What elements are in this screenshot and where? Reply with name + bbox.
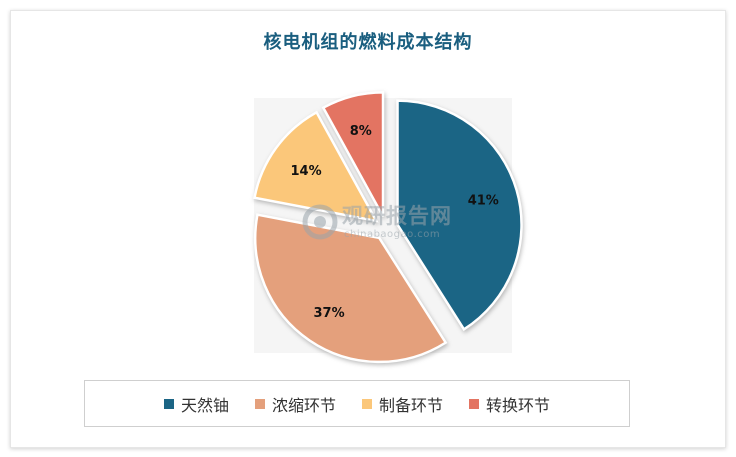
legend-swatch [362,398,372,409]
watermark-logo-icon [302,204,338,240]
pie-slice [321,91,385,217]
legend-item: 转换环节 [469,392,550,416]
legend: 天然铀 浓缩环节 制备环节 转换环节 [84,380,630,427]
chart-title: 核电机组的燃料成本结构 [263,32,473,53]
slice-label: 14% [291,164,322,179]
legend-item: 浓缩环节 [254,392,336,416]
slice-label: 37% [314,306,345,321]
pie-slice [396,99,523,332]
pie-slice [253,110,379,223]
slice-label: 41% [468,194,499,209]
legend-label: 天然铀 [180,395,229,415]
legend-swatch [469,398,480,409]
legend-item: 制备环节 [362,392,443,416]
watermark: 观研报告网 chinabaogao.com [300,200,470,250]
watermark-url: chinabaogao.com [344,229,441,240]
legend-swatch [254,398,265,409]
legend-swatch [163,398,174,409]
pie-slice [254,213,448,364]
watermark-brand: 观研报告网 [342,204,452,228]
slice-label: 8% [350,124,372,139]
legend-item: 天然铀 [163,392,229,416]
legend-label: 浓缩环节 [271,395,336,415]
legend-label: 制备环节 [379,395,444,415]
legend-label: 转换环节 [486,395,551,415]
